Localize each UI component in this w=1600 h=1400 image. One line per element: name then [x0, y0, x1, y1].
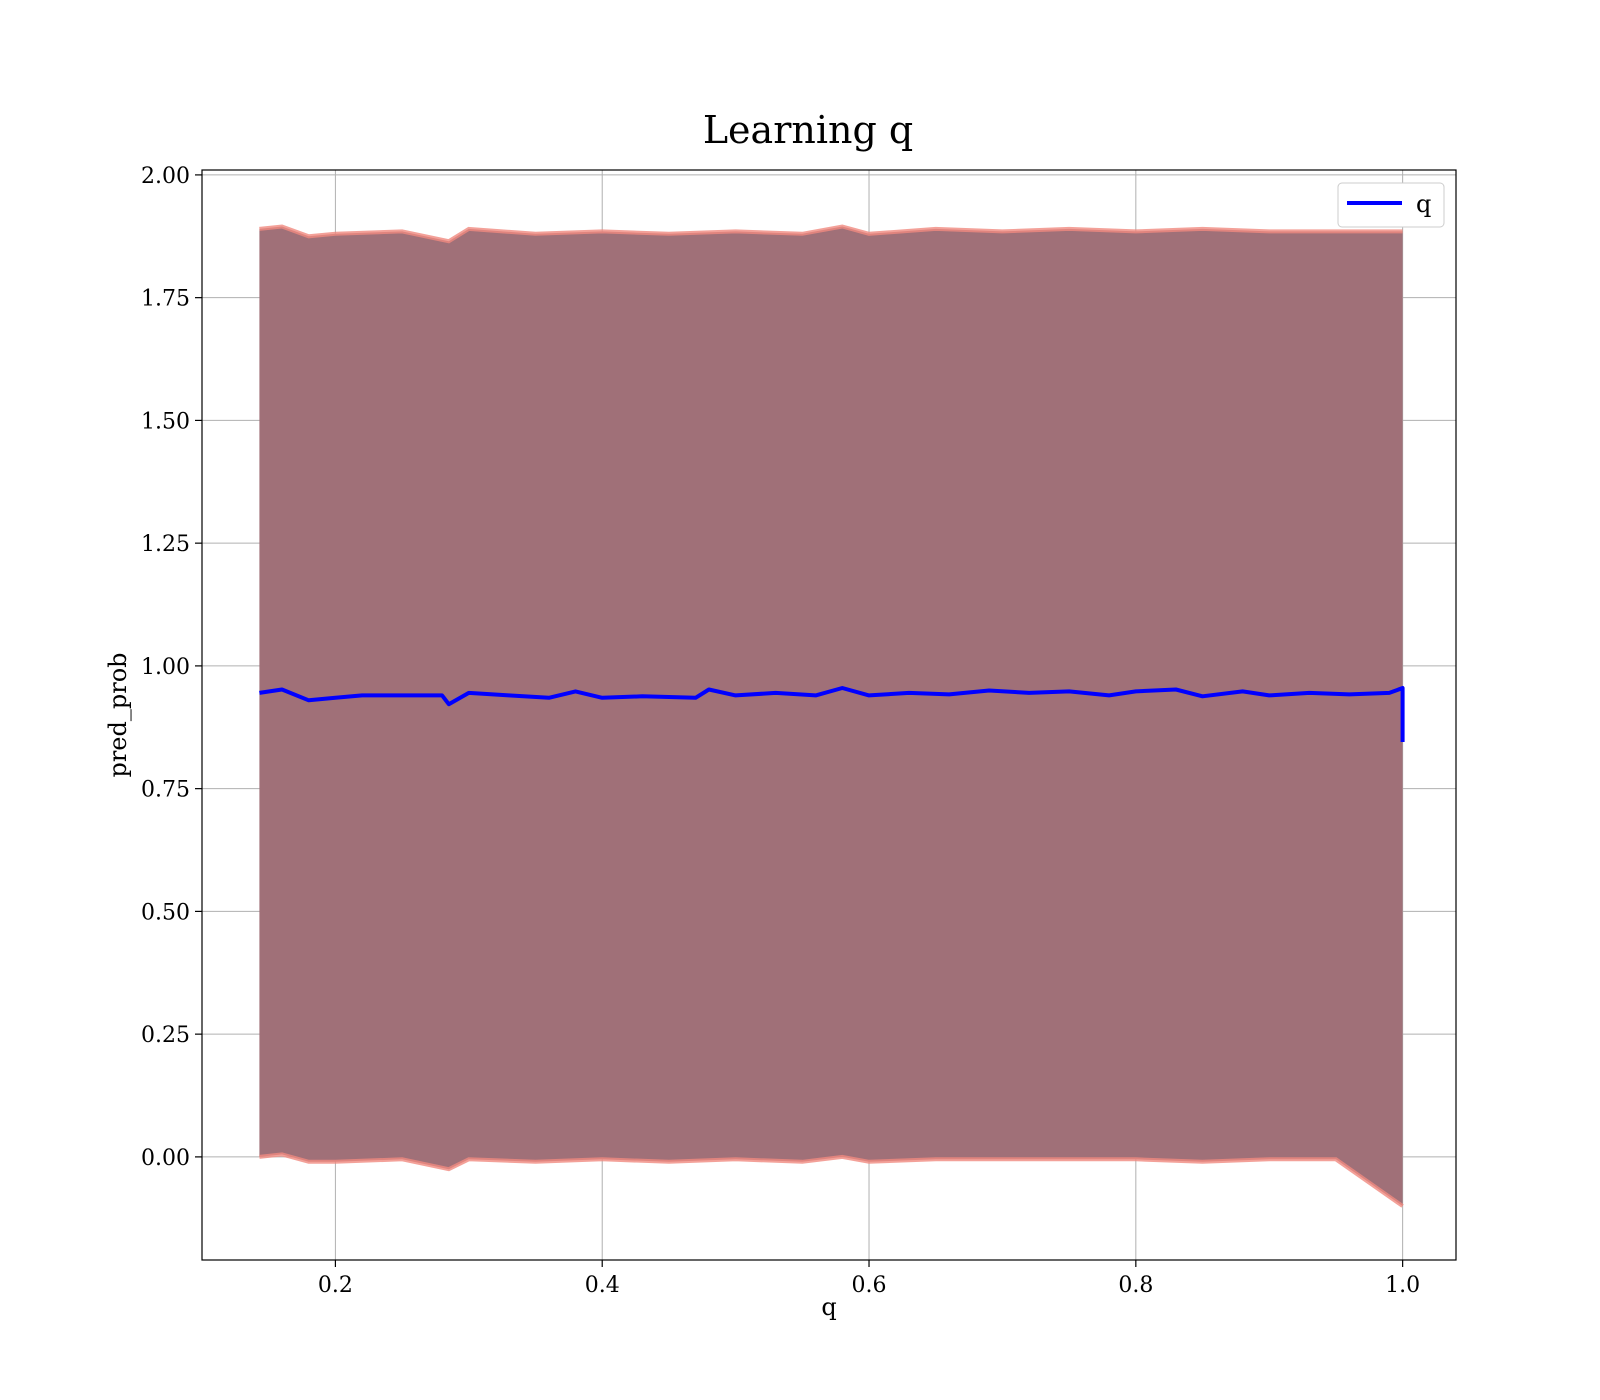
y-tick-label-1: 0.25 [141, 1023, 190, 1048]
y-axis-label: pred_prob [104, 652, 132, 777]
x-tick-label-2: 0.6 [852, 1273, 887, 1298]
y-tick-label-7: 1.75 [141, 287, 190, 312]
y-tick-label-4: 1.00 [141, 655, 190, 680]
legend: q [1337, 182, 1445, 228]
plot-frame [201, 169, 1457, 1261]
y-tick-label-8: 2.00 [141, 164, 190, 189]
confidence-band-area [259, 226, 1403, 1206]
x-axis-label: q [821, 1293, 836, 1321]
y-axis-ticks: 0.00 0.25 0.50 0.75 1.00 1.25 1.50 1.75 2.00 [141, 164, 202, 1171]
y-tick-label-2: 0.50 [141, 900, 190, 925]
y-tick-label-0: 0.00 [141, 1146, 190, 1171]
chart-title: Learning q [703, 108, 913, 152]
series-line-q [259, 686, 1405, 742]
x-tick-label-4: 1.0 [1385, 1273, 1420, 1298]
x-tick-label-3: 0.8 [1118, 1273, 1153, 1298]
confidence-band-upper-edge [259, 224, 1403, 244]
series-lines [259, 686, 1405, 742]
y-tick-label-3: 0.75 [141, 778, 190, 803]
y-tick-label-5: 1.25 [141, 532, 190, 557]
x-axis-ticks: 0.2 0.4 0.6 0.8 1.0 [318, 1260, 1420, 1298]
legend-entry-q: q [1416, 190, 1431, 218]
confidence-band-lower-edge [259, 1152, 1404, 1208]
x-tick-label-1: 0.4 [585, 1273, 620, 1298]
confidence-band [259, 224, 1404, 1208]
y-tick-label-6: 1.50 [141, 409, 190, 434]
x-tick-label-0: 0.2 [318, 1273, 353, 1298]
